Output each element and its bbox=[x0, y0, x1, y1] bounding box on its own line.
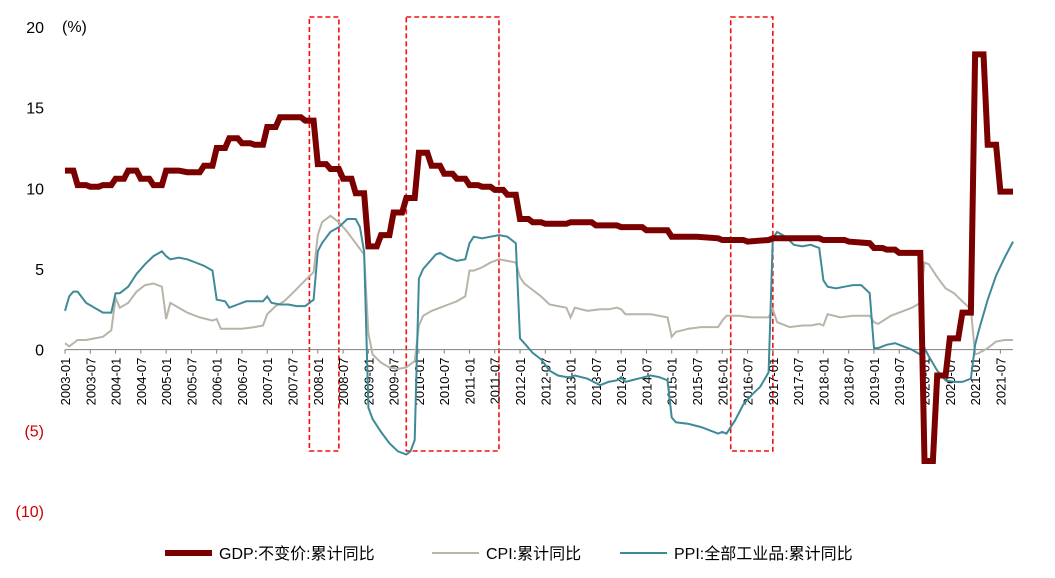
x-tick-label: 2004-07 bbox=[134, 358, 149, 406]
y-tick-label: (5) bbox=[24, 423, 44, 440]
x-tick-label: 2019-07 bbox=[892, 358, 907, 406]
x-tick-label: 2021-01 bbox=[968, 358, 983, 406]
x-tick-label: 2014-07 bbox=[639, 358, 654, 406]
x-tick-label: 2014-01 bbox=[614, 358, 629, 406]
x-tick-label: 2018-01 bbox=[816, 358, 831, 406]
series-line-3 bbox=[64, 218, 1014, 456]
x-tick-label: 2007-01 bbox=[260, 358, 275, 406]
highlight-regions bbox=[308, 16, 774, 452]
legend-label-3: PPI:全部工业品:累计同比 bbox=[674, 545, 853, 563]
x-tick-label: 2006-07 bbox=[235, 358, 250, 406]
x-tick-label: 2004-01 bbox=[109, 358, 124, 406]
y-tick-label: 20 bbox=[26, 20, 44, 37]
y-tick-label: 15 bbox=[26, 101, 44, 118]
x-tick-label: 2018-07 bbox=[842, 358, 857, 406]
x-tick-label: 2007-07 bbox=[286, 358, 301, 406]
x-tick-label: 2019-01 bbox=[867, 358, 882, 406]
x-tick-label: 2005-01 bbox=[159, 358, 174, 406]
x-tick-label: 2003-01 bbox=[58, 358, 73, 406]
x-tick-label: 2015-07 bbox=[690, 358, 705, 406]
x-tick-label: 2009-07 bbox=[387, 358, 402, 406]
legend-label-1: GDP:不变价:累计同比 bbox=[219, 545, 375, 563]
x-tick-label: 2016-01 bbox=[715, 358, 730, 406]
x-tick-label: 2005-07 bbox=[184, 358, 199, 406]
y-axis-ticks: 20 15 10 5 0 (5) (10) bbox=[16, 20, 45, 521]
x-tick-label: 2013-07 bbox=[589, 358, 604, 406]
legend-label-2: CPI:累计同比 bbox=[486, 545, 581, 563]
x-tick-label: 2011-01 bbox=[462, 358, 477, 405]
y-tick-label: 0 bbox=[35, 343, 44, 360]
highlight-region-3 bbox=[729, 16, 774, 452]
highlight-region-2 bbox=[405, 16, 500, 452]
y-tick-label: (10) bbox=[16, 504, 44, 521]
series-line-2 bbox=[64, 214, 1013, 371]
x-tick-label: 2003-07 bbox=[83, 358, 98, 406]
x-tick-label: 2017-07 bbox=[791, 358, 806, 406]
x-tick-label: 2008-07 bbox=[336, 358, 351, 406]
legend: GDP:不变价:累计同比 CPI:累计同比 PPI:全部工业品:累计同比 bbox=[165, 545, 853, 563]
x-tick-label: 2008-01 bbox=[311, 358, 326, 406]
y-axis-unit: (%) bbox=[62, 19, 87, 36]
x-tick-label: 2011-07 bbox=[488, 358, 503, 405]
y-tick-label: 5 bbox=[35, 262, 44, 279]
x-tick-label: 2010-07 bbox=[437, 358, 452, 406]
series-line-1 bbox=[65, 51, 1013, 464]
x-tick-label: 2010-01 bbox=[412, 358, 427, 406]
y-tick-label: 10 bbox=[26, 181, 44, 198]
x-tick-label: 2013-01 bbox=[564, 358, 579, 406]
x-tick-label: 2009-01 bbox=[361, 358, 376, 406]
x-tick-label: 2021-07 bbox=[993, 358, 1008, 406]
series-lines bbox=[64, 51, 1014, 464]
x-tick-label: 2006-01 bbox=[210, 358, 225, 406]
x-tick-label: 2012-01 bbox=[513, 358, 528, 406]
x-axis-tick-labels: 2003-01 2003-07 2004-01 2004-07 2005-01 2005-… bbox=[58, 349, 1008, 406]
